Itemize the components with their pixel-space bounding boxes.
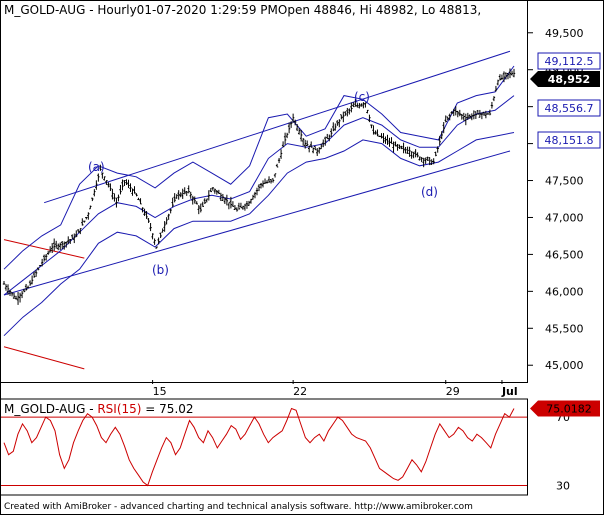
rsi-layer (1, 407, 527, 487)
price-badge-label: 48,952 (548, 73, 590, 86)
y-tick-label: 45,500 (545, 322, 584, 335)
chart-title: M_GOLD-AUG - Hourly01-07-2020 1:29:59 PM… (4, 3, 481, 17)
wave-label-d: (d) (421, 185, 438, 199)
channel-upper (44, 50, 511, 204)
channel-lower (3, 150, 511, 296)
red-trendline (3, 239, 85, 259)
rsi-line (3, 407, 515, 487)
price-badge-label: 48,151.8 (545, 134, 594, 147)
x-tick-label: 29 (446, 385, 460, 398)
rsi-badge-label: 75.0182 (546, 403, 592, 416)
wave-label-c: (c) (354, 90, 370, 104)
y-tick-label: 47,000 (545, 211, 584, 224)
price-badge-outline (537, 131, 601, 149)
price-panel (0, 0, 528, 383)
footer-credit: Created with AmiBroker - advanced charti… (4, 502, 473, 512)
price-badge-label: 48,556.7 (545, 102, 594, 115)
y-tick-label: 46,000 (545, 285, 584, 298)
red-trendline (3, 346, 85, 370)
rsi-panel (0, 398, 528, 496)
y-tick-label: 46,500 (545, 248, 584, 261)
y-tick-label: 49,500 (545, 27, 584, 40)
rsi-badge (530, 400, 600, 417)
y-tick-label: 45,000 (545, 359, 584, 372)
rsi-title-indicator: RSI(15) (97, 402, 141, 416)
axis-layer: 45,00045,50046,00046,50047,00047,50048,0… (152, 27, 601, 492)
y-tick-label: 47,500 (545, 175, 584, 188)
price-badge-filled (530, 71, 600, 87)
rsi-title-value: = 75.02 (141, 402, 193, 416)
price-layer (2, 50, 516, 370)
band-lower (3, 132, 515, 337)
wave-label-b: (b) (152, 263, 169, 277)
price-badge-label: 49,112.5 (545, 55, 594, 68)
x-tick-label: 22 (293, 385, 307, 398)
price-badge-outline (537, 52, 601, 70)
rsi-title: M_GOLD-AUG - RSI(15) = 75.02 (4, 402, 194, 416)
x-tick-label: Jul (501, 385, 518, 398)
rsi-tick-label: 30 (556, 479, 570, 492)
wave-label-a: (a) (88, 160, 105, 174)
rsi-title-prefix: M_GOLD-AUG - (4, 402, 97, 416)
band-upper (3, 65, 515, 270)
band-middle (3, 95, 515, 296)
price-badge-outline (537, 99, 601, 117)
x-tick-label: 15 (153, 385, 167, 398)
